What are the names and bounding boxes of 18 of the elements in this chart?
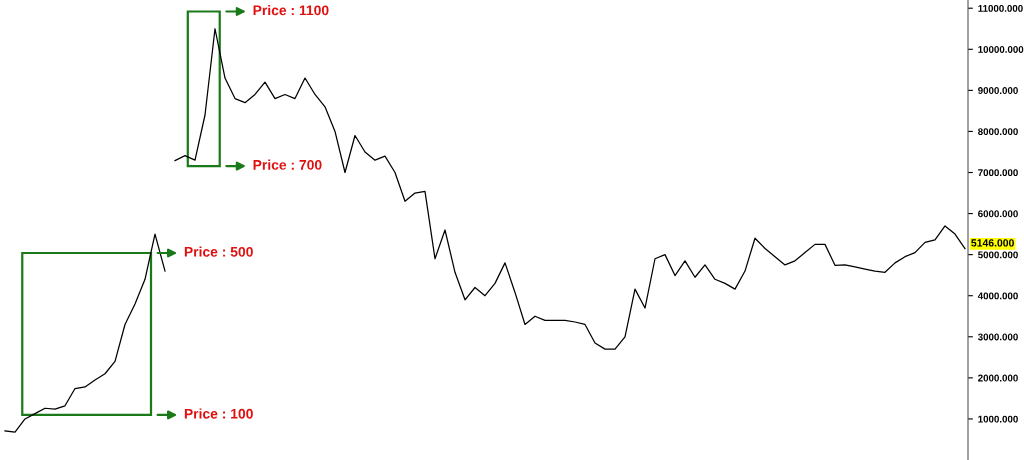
annotation: Price : 100: [184, 408, 253, 419]
text: 5146.000: [971, 239, 1014, 247]
line-series: [174, 28, 966, 350]
y-tick-label: 4000.000: [977, 292, 1018, 300]
annotation: Price : 1100: [253, 5, 329, 16]
line-series: [4, 233, 166, 433]
y-tick-label: 3000.000: [977, 333, 1018, 341]
y-tick-label: 5000.000: [978, 251, 1018, 259]
annotation: Price : 500: [184, 246, 253, 257]
y-tick-label: 7000.000: [978, 169, 1018, 177]
y-tick-label: 1000.000: [978, 415, 1018, 423]
y-tick-label: 9000.000: [978, 87, 1018, 94]
y-tick-label: 11000.000: [978, 4, 1023, 12]
annotation: Price : 700: [253, 159, 322, 170]
y-tick-label: 8000.000: [978, 128, 1018, 136]
y-tick-label: 2000.000: [978, 374, 1018, 382]
y-tick-label: 6000.000: [978, 210, 1018, 218]
y-tick-label: 10000.000: [978, 46, 1024, 53]
